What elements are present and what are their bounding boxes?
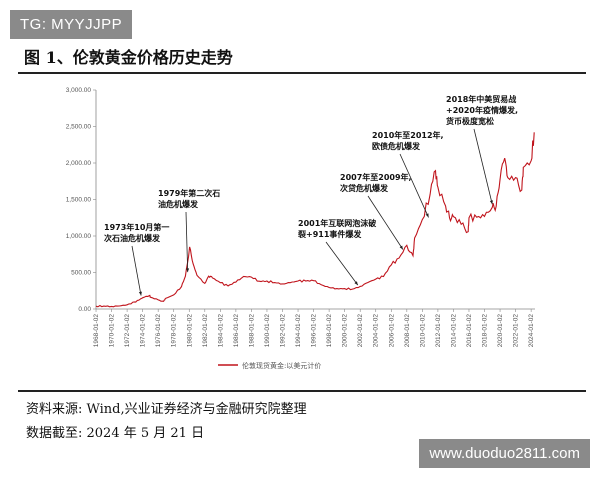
x-tick-label: 1970-01-02 bbox=[109, 314, 116, 348]
x-tick-label: 1972-01-02 bbox=[124, 314, 131, 348]
arrow-head bbox=[186, 268, 190, 273]
x-tick-label: 2018-01-02 bbox=[482, 314, 489, 348]
annotation-text: 油危机爆发 bbox=[158, 199, 199, 209]
legend-label: 伦敦现货黄金:以美元计价 bbox=[242, 361, 321, 370]
top-rule bbox=[18, 72, 586, 74]
x-tick-label: 2002-01-02 bbox=[357, 314, 364, 348]
figure-title: 图 1、伦敦黄金价格历史走势 bbox=[24, 48, 233, 67]
annotation-text: 次贷危机爆发 bbox=[340, 183, 389, 193]
x-tick-label: 1968-01-02 bbox=[93, 314, 100, 348]
annotation-text: 2018年中美贸易战 bbox=[446, 94, 516, 104]
y-tick-label: 3,000.00 bbox=[66, 87, 92, 94]
gold-price-chart: 0.00 500.00 1,000.00 1,500.00 2,000.00 2,500.… bbox=[66, 87, 535, 370]
watermark-bottom-right: www.duoduo2811.com bbox=[419, 439, 590, 468]
annotation-arrow bbox=[399, 153, 429, 218]
annotation-text: 2010年至2012年, bbox=[372, 130, 444, 140]
x-tick-label: 1988-01-02 bbox=[248, 314, 255, 348]
watermark-top-left: TG: MYYJJPP bbox=[10, 10, 133, 39]
annotation-text: 欧债危机爆发 bbox=[372, 141, 421, 151]
x-tick-label: 1986-01-02 bbox=[233, 314, 240, 348]
annotation: 2018年中美贸易战+2020年疫情爆发,货币极度宽松 bbox=[445, 94, 518, 205]
x-tick-label: 1994-01-02 bbox=[295, 314, 302, 348]
y-tick-label: 2,500.00 bbox=[66, 124, 92, 131]
arrow-head bbox=[489, 200, 493, 205]
x-tick-label: 1980-01-02 bbox=[186, 314, 193, 348]
data-date-note: 数据截至: 2024 年 5 月 21 日 bbox=[26, 426, 205, 441]
x-tick-label: 2012-01-02 bbox=[435, 314, 442, 348]
x-tick-label: 1978-01-02 bbox=[171, 314, 178, 348]
x-tick-label: 2010-01-02 bbox=[419, 314, 426, 348]
y-tick-labels: 0.00 500.00 1,000.00 1,500.00 2,000.00 2,500.… bbox=[66, 87, 96, 313]
annotation-text: 2001年互联网泡沫破 bbox=[298, 218, 376, 228]
y-tick-label: 0.00 bbox=[78, 306, 91, 313]
x-tick-label: 2000-01-02 bbox=[342, 314, 349, 348]
y-tick-label: 1,500.00 bbox=[66, 197, 92, 204]
y-tick-label: 2,000.00 bbox=[66, 160, 92, 167]
x-tick-labels: 1968-01-02 1970-01-02 1972-01-02 1974-01-02… bbox=[93, 309, 535, 347]
x-tick-label: 2008-01-02 bbox=[404, 314, 411, 348]
annotation: 2007年至2009年,次贷危机爆发 bbox=[340, 172, 412, 250]
x-tick-label: 2016-01-02 bbox=[466, 314, 473, 348]
arrow-head bbox=[138, 291, 142, 296]
annotation-text: 1973年10月第一 bbox=[104, 222, 169, 232]
x-tick-label: 2004-01-02 bbox=[373, 314, 380, 348]
x-tick-label: 2006-01-02 bbox=[388, 314, 395, 348]
annotation-text: +2020年疫情爆发, bbox=[446, 105, 518, 115]
bottom-rule bbox=[18, 390, 586, 392]
annotation-arrow bbox=[131, 245, 142, 296]
x-tick-label: 1976-01-02 bbox=[155, 314, 162, 348]
arrow-head bbox=[399, 245, 403, 250]
annotation-arrow bbox=[185, 211, 189, 273]
y-tick-label: 1,000.00 bbox=[66, 233, 92, 240]
x-tick-label: 1990-01-02 bbox=[264, 314, 271, 348]
annotation-text: 裂+911事件爆发 bbox=[297, 229, 362, 239]
annotation-text: 次石油危机爆发 bbox=[104, 233, 161, 243]
x-tick-label: 1982-01-02 bbox=[202, 314, 209, 348]
x-tick-label: 2024-01-02 bbox=[528, 314, 535, 348]
x-tick-label: 1992-01-02 bbox=[280, 314, 287, 348]
arrow-head bbox=[425, 213, 429, 218]
annotation: 2010年至2012年,欧债危机爆发 bbox=[372, 130, 444, 218]
event-annotations: 1973年10月第一次石油危机爆发1979年第二次石油危机爆发2001年互联网泡… bbox=[104, 94, 518, 296]
gold-price-line bbox=[95, 132, 535, 308]
x-tick-label: 1998-01-02 bbox=[326, 314, 333, 348]
annotation-arrow bbox=[473, 128, 493, 205]
source-note: 资料来源: Wind,兴业证券经济与金融研究院整理 bbox=[26, 402, 307, 417]
x-tick-label: 1984-01-02 bbox=[217, 314, 224, 348]
x-tick-label: 2014-01-02 bbox=[450, 314, 457, 348]
annotation-text: 1979年第二次石 bbox=[158, 188, 220, 198]
x-tick-label: 1974-01-02 bbox=[140, 314, 147, 348]
x-tick-label: 2020-01-02 bbox=[497, 314, 504, 348]
y-tick-label: 500.00 bbox=[71, 270, 91, 277]
arrow-head bbox=[354, 281, 358, 286]
annotation-arrow bbox=[367, 195, 404, 250]
x-tick-label: 1996-01-02 bbox=[311, 314, 318, 348]
chart-legend: 伦敦现货黄金:以美元计价 bbox=[218, 361, 321, 370]
annotation-text: 货币极度宽松 bbox=[445, 116, 494, 126]
annotation-text: 2007年至2009年, bbox=[340, 172, 412, 182]
annotation-arrow bbox=[325, 241, 359, 286]
x-tick-label: 2022-01-02 bbox=[513, 314, 520, 348]
